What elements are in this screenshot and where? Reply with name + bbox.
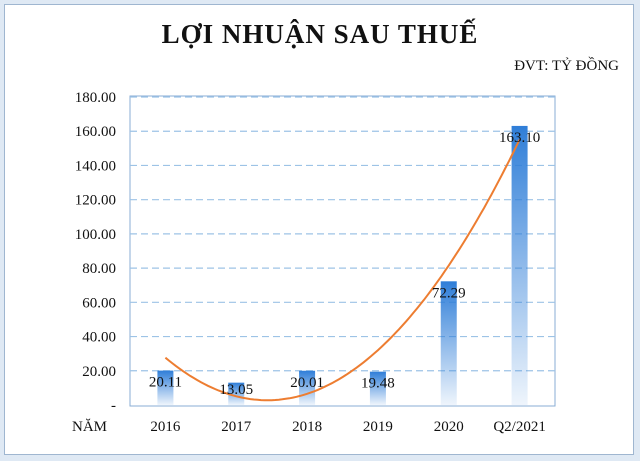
bar <box>511 125 528 405</box>
data-label: 13.05 <box>219 382 253 398</box>
data-label: 19.48 <box>361 376 395 392</box>
trendline <box>164 139 521 402</box>
y-tick-label: 120.00 <box>75 193 116 209</box>
x-tick-label: 2020 <box>434 419 464 435</box>
x-tick-label: Q2/2021 <box>493 419 546 435</box>
x-tick-label: 2016 <box>150 419 181 435</box>
x-tick-label: 2019 <box>363 419 393 435</box>
x-axis-label: NĂM <box>72 418 107 435</box>
bar <box>228 382 245 405</box>
plot-area <box>129 95 556 407</box>
x-tick-label: 2017 <box>221 419 252 435</box>
y-tick-label: 140.00 <box>75 158 116 174</box>
y-tick-label: - <box>111 398 116 414</box>
x-tick-label: 2018 <box>292 419 322 435</box>
y-tick-label: 100.00 <box>75 227 116 243</box>
data-label: 20.01 <box>290 375 324 391</box>
chart-title: LỢI NHUẬN SAU THUẾ <box>161 19 479 49</box>
y-tick-label: 60.00 <box>82 295 116 311</box>
data-label: 72.29 <box>432 285 466 301</box>
data-label: 163.10 <box>499 130 540 146</box>
y-tick-label: 180.00 <box>75 90 116 106</box>
unit-note: ĐVT: TỶ ĐỒNG <box>514 58 619 74</box>
bar <box>299 370 316 405</box>
bar <box>157 370 174 405</box>
y-tick-label: 40.00 <box>82 330 116 346</box>
data-label: 20.11 <box>149 375 182 391</box>
y-tick-label: 20.00 <box>82 364 116 380</box>
bar <box>369 371 386 405</box>
y-tick-label: 160.00 <box>75 124 116 140</box>
y-tick-label: 80.00 <box>82 261 116 277</box>
bar <box>440 281 457 405</box>
